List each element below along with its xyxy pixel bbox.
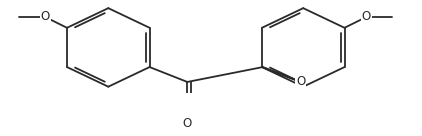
Text: O: O — [362, 10, 371, 23]
Text: O: O — [296, 75, 305, 88]
Text: O: O — [41, 10, 50, 23]
Text: O: O — [183, 117, 192, 130]
